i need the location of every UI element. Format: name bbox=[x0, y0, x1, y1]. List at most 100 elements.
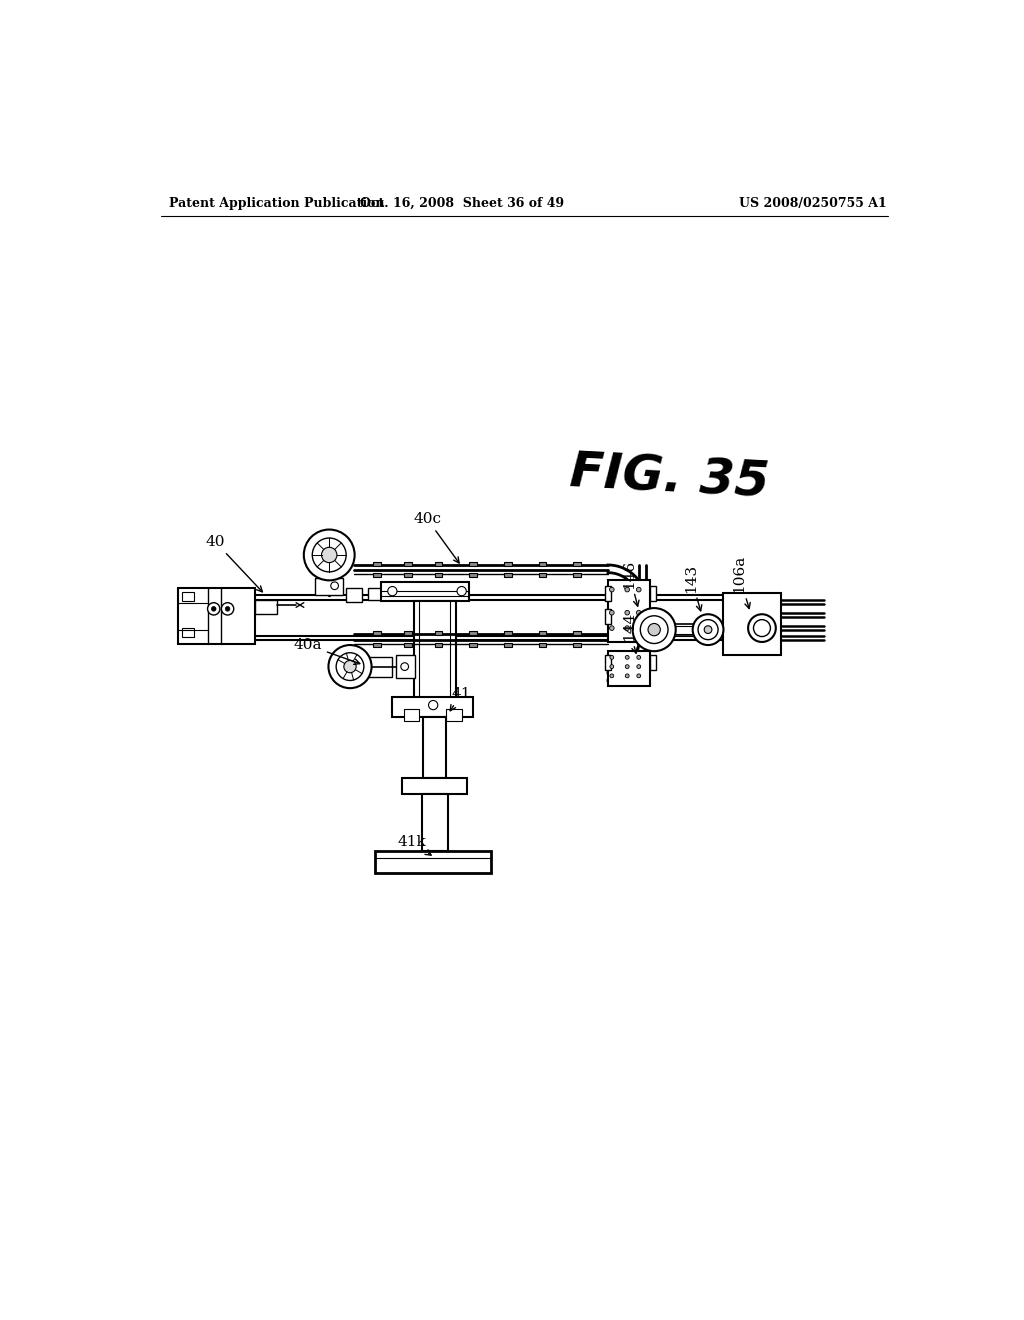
Text: 41: 41 bbox=[451, 686, 471, 710]
Circle shape bbox=[626, 675, 629, 677]
Circle shape bbox=[331, 582, 339, 590]
Bar bbox=[654, 624, 746, 636]
Circle shape bbox=[211, 607, 216, 611]
Circle shape bbox=[625, 626, 630, 631]
Bar bbox=[435, 573, 442, 577]
Bar bbox=[446, 709, 462, 721]
Bar bbox=[403, 573, 412, 577]
Bar bbox=[315, 578, 343, 595]
Text: Oct. 16, 2008  Sheet 36 of 49: Oct. 16, 2008 Sheet 36 of 49 bbox=[359, 197, 564, 210]
Circle shape bbox=[610, 656, 613, 659]
Circle shape bbox=[648, 623, 660, 636]
Text: 41k: 41k bbox=[397, 836, 431, 855]
Circle shape bbox=[698, 619, 718, 640]
Bar bbox=[373, 573, 381, 577]
Text: 40a: 40a bbox=[294, 638, 359, 664]
Bar bbox=[361, 657, 392, 677]
Bar bbox=[392, 697, 473, 717]
Bar bbox=[504, 643, 512, 647]
Bar bbox=[504, 573, 512, 577]
Bar bbox=[414, 601, 457, 701]
Bar bbox=[504, 631, 512, 635]
Bar bbox=[255, 601, 276, 614]
Bar bbox=[373, 631, 381, 635]
Circle shape bbox=[312, 539, 346, 572]
Text: 143: 143 bbox=[684, 564, 701, 611]
Bar bbox=[573, 631, 581, 635]
Bar bbox=[435, 643, 442, 647]
Circle shape bbox=[610, 675, 613, 677]
Text: 146: 146 bbox=[623, 560, 639, 606]
Circle shape bbox=[457, 586, 466, 595]
Bar bbox=[469, 631, 477, 635]
Circle shape bbox=[400, 663, 409, 671]
Bar bbox=[539, 573, 547, 577]
Bar bbox=[539, 643, 547, 647]
Bar bbox=[573, 643, 581, 647]
Text: FIG. 35: FIG. 35 bbox=[568, 449, 770, 507]
Bar bbox=[724, 594, 781, 655]
Bar bbox=[608, 651, 650, 686]
Circle shape bbox=[749, 614, 776, 642]
Circle shape bbox=[322, 548, 337, 562]
Bar bbox=[573, 562, 581, 566]
Circle shape bbox=[625, 610, 630, 615]
Circle shape bbox=[637, 587, 641, 591]
Bar bbox=[435, 631, 442, 635]
Text: 40: 40 bbox=[206, 535, 262, 591]
Circle shape bbox=[633, 609, 676, 651]
Bar bbox=[539, 562, 547, 566]
Bar bbox=[605, 586, 611, 601]
Bar bbox=[650, 655, 656, 671]
Bar bbox=[423, 717, 446, 779]
Circle shape bbox=[637, 665, 641, 668]
Bar bbox=[396, 655, 416, 678]
Bar bbox=[368, 589, 382, 601]
Circle shape bbox=[344, 660, 356, 673]
Bar bbox=[403, 709, 419, 721]
Bar bbox=[650, 609, 656, 624]
Bar bbox=[504, 562, 512, 566]
Bar bbox=[373, 562, 381, 566]
Circle shape bbox=[610, 665, 613, 668]
Circle shape bbox=[609, 610, 614, 615]
Bar bbox=[381, 582, 469, 601]
Bar bbox=[469, 562, 477, 566]
Text: 40c: 40c bbox=[413, 512, 459, 564]
Bar bbox=[373, 643, 381, 647]
Bar bbox=[422, 793, 447, 851]
Bar bbox=[182, 628, 194, 638]
Circle shape bbox=[336, 653, 364, 681]
Circle shape bbox=[626, 656, 629, 659]
Bar bbox=[401, 779, 467, 793]
Bar bbox=[469, 643, 477, 647]
Circle shape bbox=[637, 626, 641, 631]
Circle shape bbox=[609, 626, 614, 631]
Circle shape bbox=[637, 656, 641, 659]
Bar bbox=[376, 851, 490, 873]
Circle shape bbox=[208, 603, 220, 615]
Circle shape bbox=[225, 607, 230, 611]
Circle shape bbox=[637, 610, 641, 615]
Circle shape bbox=[754, 619, 770, 636]
Circle shape bbox=[626, 665, 629, 668]
Circle shape bbox=[705, 626, 712, 634]
Circle shape bbox=[429, 701, 438, 710]
Bar bbox=[539, 631, 547, 635]
Text: Patent Application Publication: Patent Application Publication bbox=[169, 197, 385, 210]
Bar bbox=[346, 589, 361, 602]
Bar bbox=[182, 591, 194, 601]
Circle shape bbox=[640, 615, 668, 644]
Bar bbox=[403, 643, 412, 647]
Circle shape bbox=[388, 586, 397, 595]
Bar bbox=[605, 609, 611, 624]
Circle shape bbox=[221, 603, 233, 615]
Bar bbox=[573, 573, 581, 577]
Circle shape bbox=[637, 675, 641, 677]
Bar bbox=[403, 562, 412, 566]
Bar bbox=[403, 631, 412, 635]
Bar bbox=[435, 562, 442, 566]
Circle shape bbox=[625, 587, 630, 591]
Text: US 2008/0250755 A1: US 2008/0250755 A1 bbox=[739, 197, 887, 210]
Circle shape bbox=[304, 529, 354, 581]
